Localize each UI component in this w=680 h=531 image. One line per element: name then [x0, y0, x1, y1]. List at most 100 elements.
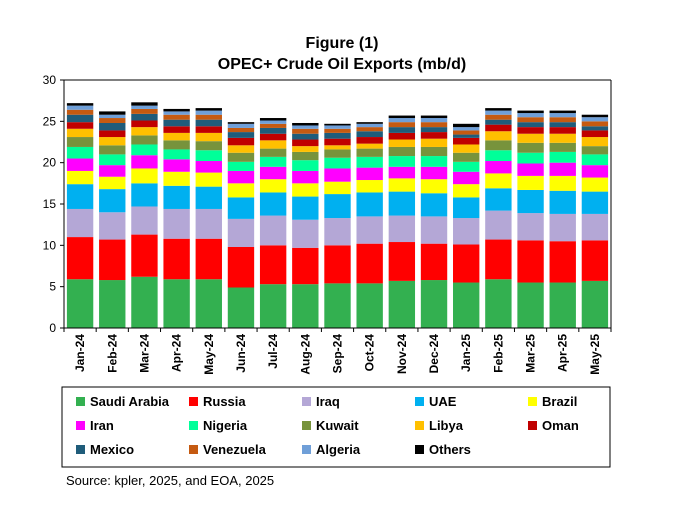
- bar-segment-libya-6: [259, 140, 287, 149]
- bar-segment-others-16: [581, 114, 609, 118]
- bar-segment-venezuela-8: [324, 128, 351, 133]
- bar-segment-iraq-0: [66, 208, 94, 238]
- bar-segment-saudi-arabia-8: [324, 283, 351, 328]
- bar-segment-libya-1: [99, 137, 126, 146]
- bar-segment-iran-16: [581, 165, 609, 178]
- bar-segment-oman-6: [259, 133, 287, 141]
- bar-segment-nigeria-7: [292, 160, 319, 171]
- bar-segment-saudi-arabia-1: [99, 280, 126, 328]
- bar-segment-russia-14: [517, 240, 544, 283]
- bar-segment-uae-10: [388, 191, 416, 216]
- bar-segment-iran-13: [485, 161, 512, 174]
- legend-label-algeria: Algeria: [316, 442, 361, 457]
- bar-segment-iran-8: [324, 168, 351, 182]
- bar-segment-oman-3: [163, 126, 190, 133]
- legend-swatch-brazil: [528, 397, 537, 406]
- legend-label-libya: Libya: [429, 418, 464, 433]
- bar-segment-venezuela-6: [259, 123, 287, 128]
- bar-segment-venezuela-11: [420, 122, 448, 128]
- bar-segment-brazil-1: [99, 176, 126, 190]
- bar-segment-iraq-4: [195, 208, 222, 239]
- bar-segment-iran-6: [259, 166, 287, 180]
- bar-segment-algeria-1: [99, 114, 126, 119]
- legend-label-russia: Russia: [203, 394, 246, 409]
- bar-segment-iran-11: [420, 166, 448, 180]
- bar-segment-oman-5: [227, 137, 255, 146]
- x-tick-label: Mar-24: [137, 334, 151, 373]
- bar-segment-algeria-9: [356, 123, 383, 128]
- bar-segment-venezuela-12: [453, 130, 480, 135]
- legend-label-mexico: Mexico: [90, 442, 134, 457]
- bar-segment-nigeria-8: [324, 157, 351, 169]
- bar-segment-iran-1: [99, 165, 126, 177]
- bar-segment-oman-0: [66, 122, 94, 129]
- bar-segment-brazil-13: [485, 173, 512, 189]
- bar-segment-oman-4: [195, 126, 222, 133]
- bar-segment-brazil-10: [388, 178, 416, 192]
- bar-segment-saudi-arabia-13: [485, 279, 512, 328]
- bar-segment-nigeria-3: [163, 149, 190, 160]
- bar-segment-venezuela-5: [227, 127, 255, 133]
- bar-segment-mexico-12: [453, 134, 480, 138]
- bar-segment-algeria-13: [485, 110, 512, 115]
- bar-segment-nigeria-15: [549, 151, 576, 163]
- bar-segment-iraq-12: [453, 218, 480, 245]
- bar-segment-iran-12: [453, 171, 480, 185]
- bar-segment-nigeria-10: [388, 156, 416, 167]
- bar-segment-mexico-6: [259, 127, 287, 134]
- x-tick-label: Dec-24: [427, 334, 441, 374]
- bar-segment-iraq-10: [388, 215, 416, 243]
- bar-segment-oman-15: [549, 127, 576, 134]
- bar-segment-algeria-10: [388, 118, 416, 123]
- bar-segment-uae-0: [66, 184, 94, 209]
- bar-segment-kuwait-15: [549, 142, 576, 152]
- bar-segment-nigeria-5: [227, 161, 255, 171]
- bar-segment-algeria-16: [581, 117, 609, 122]
- x-tick-label: Apr-24: [170, 334, 184, 372]
- legend-label-nigeria: Nigeria: [203, 418, 248, 433]
- bar-segment-brazil-8: [324, 181, 351, 195]
- bar-segment-mexico-8: [324, 132, 351, 139]
- x-tick-label: Oct-24: [363, 334, 377, 372]
- legend-swatch-libya: [415, 421, 424, 430]
- bar-segment-brazil-14: [517, 175, 544, 190]
- bar-segment-uae-5: [227, 197, 255, 219]
- bar-segment-russia-9: [356, 243, 383, 284]
- bar-segment-kuwait-1: [99, 145, 126, 155]
- bar-segment-iraq-5: [227, 218, 255, 247]
- bar-segment-oman-9: [356, 137, 383, 144]
- bar-segment-kuwait-0: [66, 137, 94, 147]
- legend-swatch-others: [415, 445, 424, 454]
- bar-segment-brazil-0: [66, 170, 94, 185]
- bar-segment-mexico-10: [388, 127, 416, 133]
- bar-segment-iran-14: [517, 163, 544, 176]
- bar-segment-mexico-16: [581, 126, 609, 131]
- bar-segment-kuwait-10: [388, 146, 416, 157]
- bar-segment-uae-4: [195, 186, 222, 209]
- bar-segment-saudi-arabia-11: [420, 280, 448, 328]
- bar-segment-brazil-16: [581, 177, 609, 192]
- bar-segment-uae-15: [549, 190, 576, 214]
- bar-segment-saudi-arabia-15: [549, 282, 576, 328]
- legend-label-iraq: Iraq: [316, 394, 340, 409]
- bar-segment-kuwait-9: [356, 148, 383, 157]
- bar-segment-brazil-6: [259, 179, 287, 193]
- legend-label-brazil: Brazil: [542, 394, 577, 409]
- bar-segment-oman-1: [99, 130, 126, 138]
- x-tick-label: Jan-25: [459, 334, 473, 372]
- bar-segment-algeria-3: [163, 111, 190, 115]
- chart-title: OPEC+ Crude Oil Exports (mb/d): [218, 56, 466, 73]
- bar-segment-oman-11: [420, 132, 448, 139]
- bar-segment-libya-10: [388, 139, 416, 147]
- legend-swatch-nigeria: [189, 421, 198, 430]
- bar-segment-oman-2: [131, 120, 158, 128]
- bar-segment-libya-4: [195, 132, 222, 142]
- bar-segment-saudi-arabia-0: [66, 279, 94, 328]
- bar-segment-others-2: [131, 102, 158, 106]
- bar-segment-others-8: [324, 123, 351, 126]
- bar-segment-uae-6: [259, 192, 287, 216]
- bar-segment-iran-10: [388, 166, 416, 179]
- bar-segment-others-3: [163, 108, 190, 112]
- bar-segment-algeria-11: [420, 118, 448, 123]
